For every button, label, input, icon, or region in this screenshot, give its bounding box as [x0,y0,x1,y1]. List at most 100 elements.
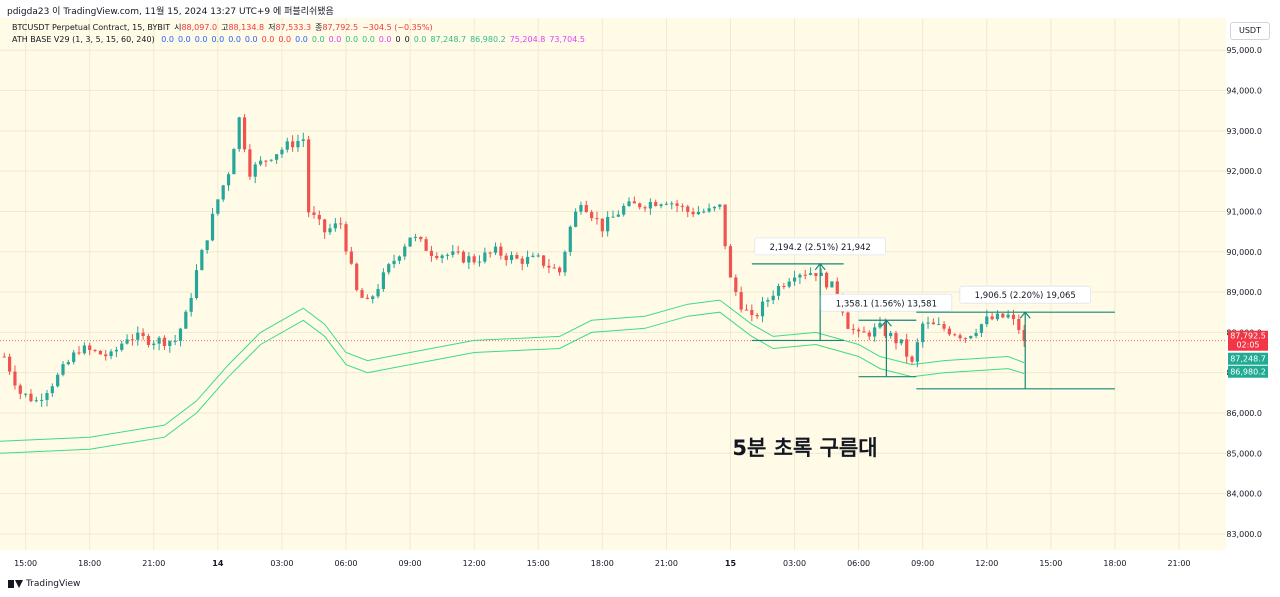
candle-body [696,211,701,215]
candle-body [125,339,129,344]
measure-arrowhead [880,319,892,327]
candle-body [248,149,252,177]
candle-body [349,251,353,264]
time-tick-label: 12:00 [463,559,486,568]
candle-body [162,337,167,346]
candle-body [857,329,861,332]
candle-body [77,352,81,354]
chart-annotation: 5분 초록 구름대 [732,436,877,460]
currency-button[interactable]: USDT [1230,22,1270,40]
candle-body [2,356,6,358]
candle-body [184,311,188,329]
band-lower [0,311,1025,454]
time-axis[interactable] [0,550,1226,574]
candle-body [493,246,498,253]
candle-body [654,202,658,207]
candle-body [242,117,247,150]
candle-body [552,267,556,269]
candle-body [168,341,172,346]
candle-body [969,336,973,339]
candle-body [178,328,183,341]
candle-body [766,300,770,302]
candle-body [88,345,92,351]
close-value: 87,792.5 [322,23,359,32]
candle-body [873,327,877,337]
candle-body [403,246,407,257]
time-tick-label: 18:00 [78,559,101,568]
candle-body [819,272,823,277]
candle-body [590,212,594,219]
candle-body [237,117,241,150]
candle-body [1022,329,1026,341]
candle-body [584,205,588,213]
candle-body [120,343,124,350]
candle-body [264,160,268,162]
candle-body [547,265,551,268]
candle-body [258,160,263,165]
candle-body [365,297,369,299]
candle-body [269,159,273,161]
time-tick-label: 15 [725,559,737,568]
candle-body [648,202,652,209]
candle-body [638,203,642,208]
candle-body [440,255,444,259]
indicator-value: 75,204.8 [509,35,546,44]
symbol-legend[interactable]: BTCUSDT Perpetual Contract, 15, BYBIT 시88… [12,22,437,33]
price-axis[interactable] [1226,18,1280,550]
candle-body [253,164,257,177]
candle-body [109,351,113,357]
candle-body [563,251,567,273]
indicator-title[interactable]: ATH BASE V29 (1, 3, 5, 15, 60, 240) [12,35,155,44]
change-value: −304.5 (−0.35%) [362,23,433,32]
time-tick-label: 06:00 [334,559,357,568]
band-upper [0,299,1025,442]
candle-body [942,324,946,329]
candle-body [451,251,455,255]
time-scale-labels: 15:00 18:00 21:00 14 03:00 06:00 09:00 12:00 15:… [14,559,1190,568]
candle-body [974,332,978,337]
band-lower-tag [1228,365,1268,378]
candle-body [104,354,108,357]
candle-body [718,204,722,207]
candle-body [296,140,300,148]
time-tick-label: 21:00 [655,559,678,568]
indicator-value: 0.0 [362,35,375,44]
price-tags: 87,792.502:05 87,248.7 86,980.2 [1228,330,1268,378]
candle-body [744,309,749,311]
candle-body [355,263,359,291]
price-scale-labels: 95,000.0 94,000.0 93,000.0 92,000.0 91,000.0… [1226,46,1262,539]
candle-body [29,393,33,402]
candle-body [141,332,145,337]
candle-body [632,201,636,204]
candle-body [915,342,919,362]
measure-arrowhead [814,262,826,271]
candle-body [461,251,466,263]
candle-body [814,273,818,277]
candle-body [280,149,284,155]
symbol-title[interactable]: BTCUSDT Perpetual Contract, 15, BYBIT [12,23,171,32]
candle-body [771,295,775,301]
tradingview-logo[interactable]: TradingView [8,579,80,589]
candle-body [381,272,385,290]
candle-body [574,211,578,227]
candle-body [515,255,519,259]
indicator-value: 0.0 [228,35,241,44]
indicator-value: 0.0 [378,35,392,44]
candle-body [712,206,717,209]
measurements: 2,194.2 (2.51%) 21,942 1,358.1 (1.56%) 13… [751,237,1115,390]
candle-body [136,332,140,340]
candle-body [611,216,615,218]
candle-body [835,281,839,296]
indicator-legend[interactable]: ATH BASE V29 (1, 3, 5, 15, 60, 240) 0.0 0… [12,35,593,44]
candle-body [600,218,604,232]
chart-pane[interactable] [0,18,1226,550]
price-tick-label: 92,000.0 [1226,167,1262,176]
candle-body [200,250,204,271]
candle-body [397,256,402,261]
candle-body [979,324,984,333]
candle-body [66,362,70,365]
indicator-values: 0.0 0.0 0.0 0.0 0.0 0.0 0.0 0.0 0.0 0.0 0.0 0.0 0.0 0… [161,35,589,44]
band-lower-tag-value: 86,980.2 [1230,368,1266,377]
price-tick-label: 89,000.0 [1226,288,1262,297]
